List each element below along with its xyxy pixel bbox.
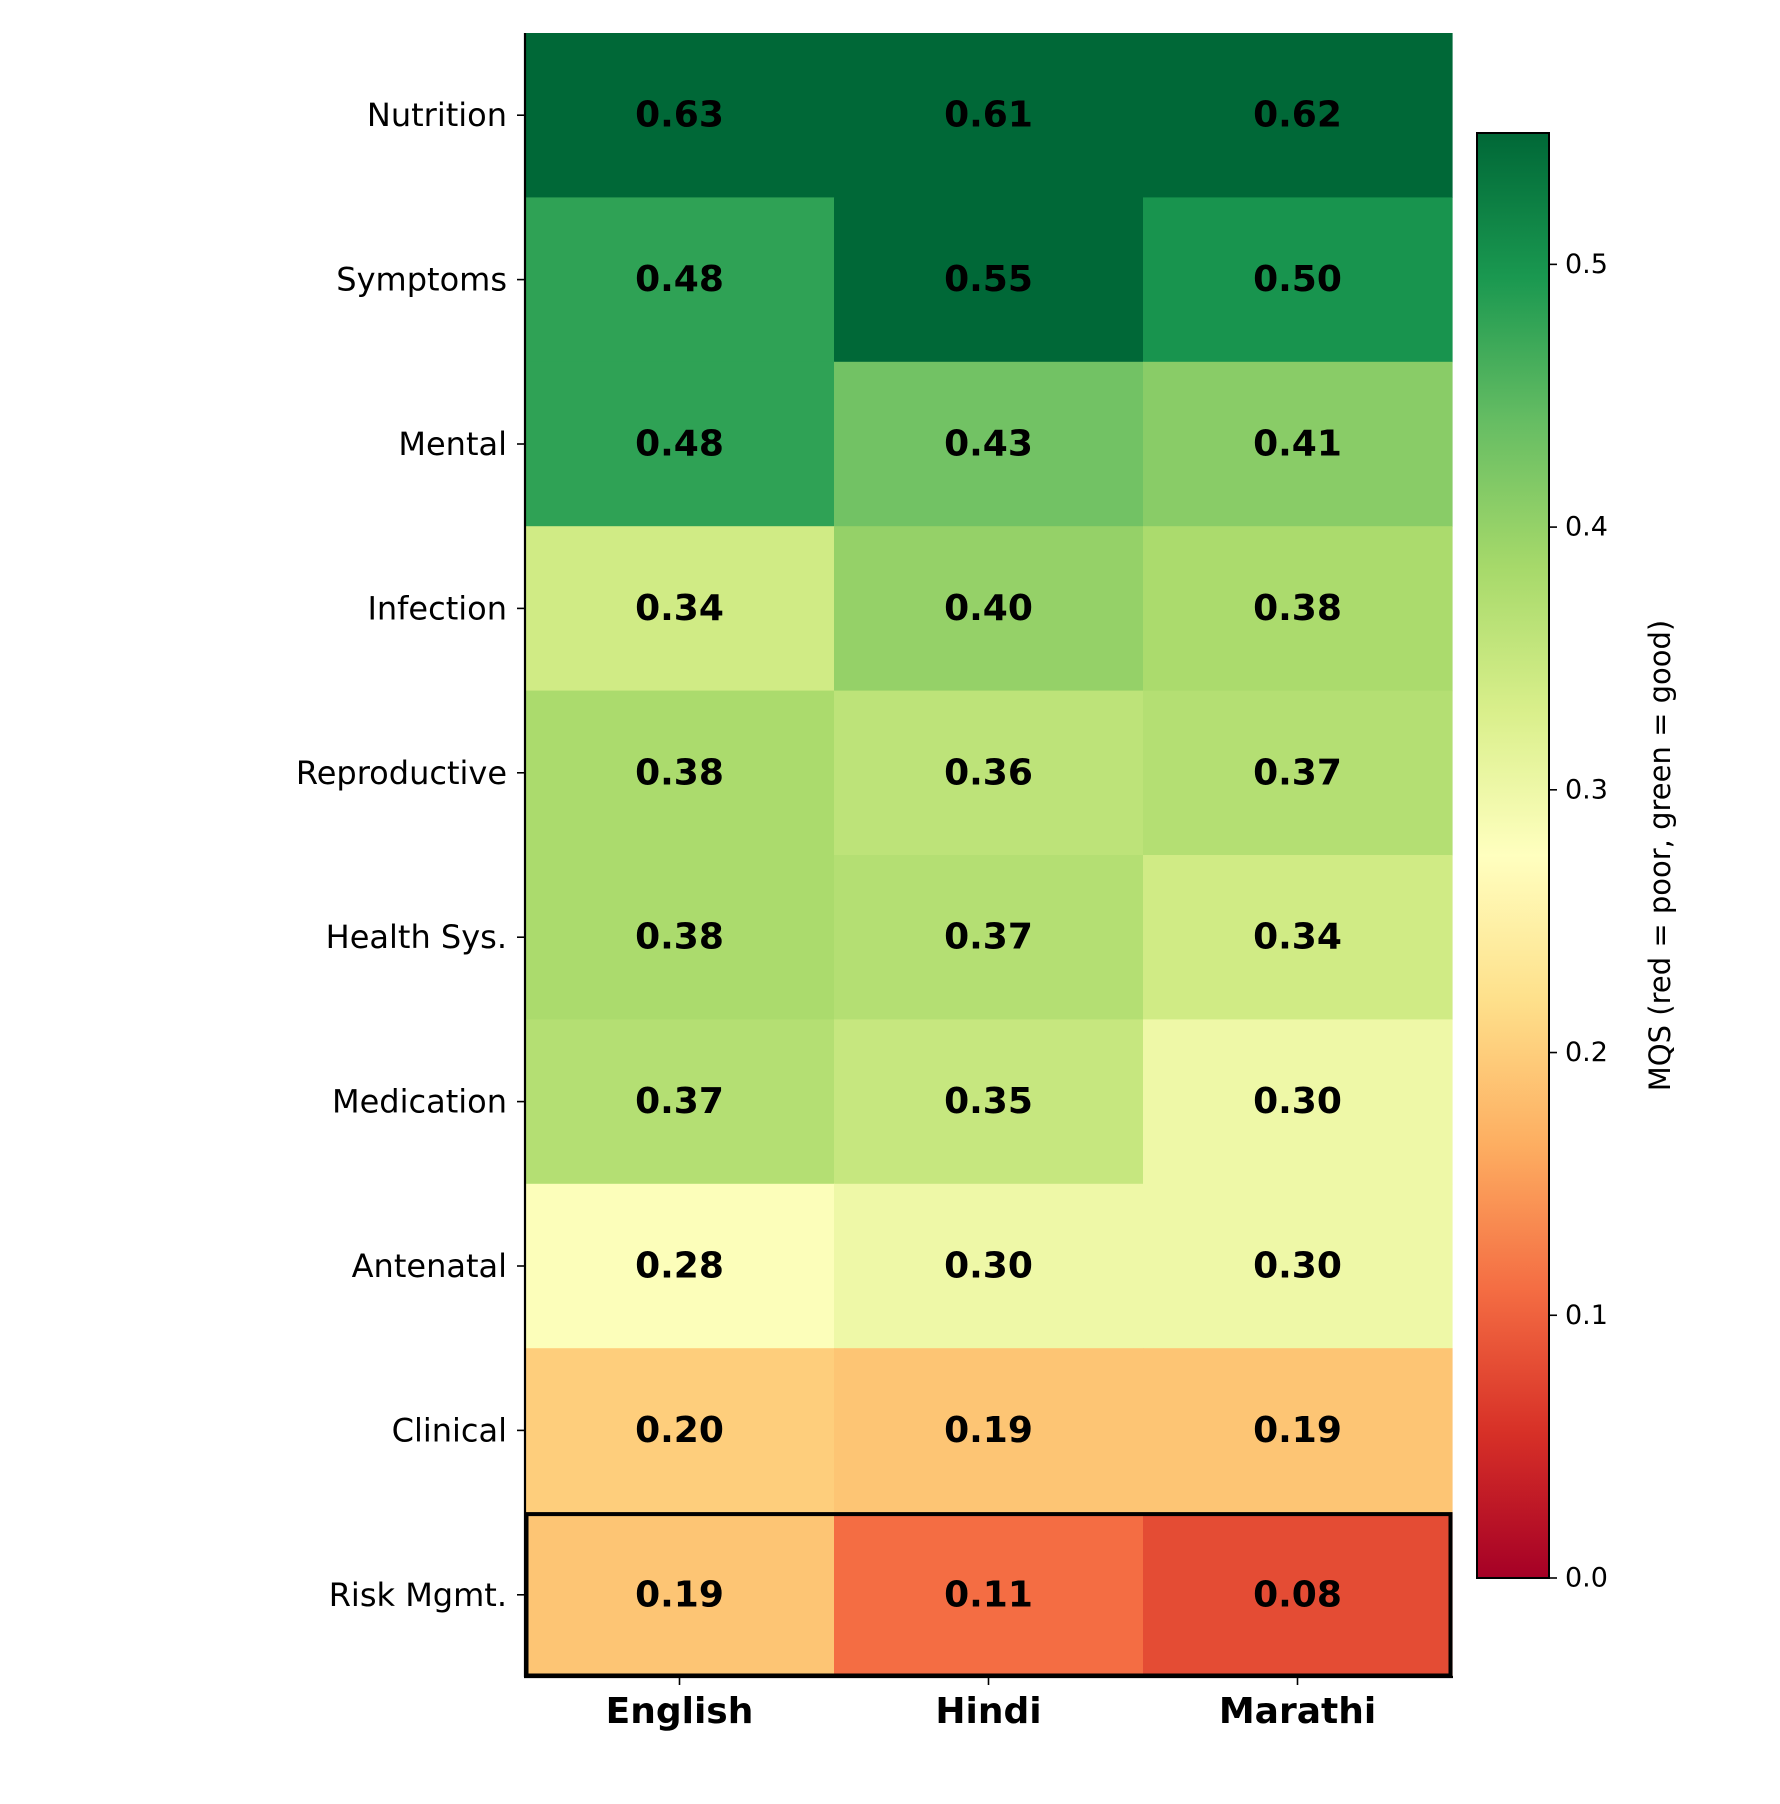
colorbar: 0.0 0.1 0.2 0.3 0.4 0.5 MQS (red = poor, green… xyxy=(1476,132,1677,1594)
cell-health-sys-english xyxy=(525,855,835,1020)
cell-risk-mgmt-hindi xyxy=(834,1512,1144,1678)
cell-value-nutrition-english: 0.63 xyxy=(635,95,724,136)
cell-value-medication-marathi: 0.30 xyxy=(1253,1081,1342,1122)
cell-reproductive-english xyxy=(525,690,835,856)
cell-value-nutrition-marathi: 0.62 xyxy=(1253,95,1342,136)
cell-value-infection-marathi: 0.38 xyxy=(1253,588,1342,629)
row-label-health-sys: Health Sys. xyxy=(326,918,507,956)
cell-clinical-english xyxy=(525,1348,835,1514)
cell-mental-marathi xyxy=(1143,361,1453,527)
row-label-infection: Infection xyxy=(367,589,507,627)
cell-infection-marathi xyxy=(1143,526,1453,692)
heatmap-cells xyxy=(525,33,1453,1678)
cell-medication-hindi xyxy=(834,1019,1144,1185)
cell-reproductive-hindi xyxy=(834,690,1144,856)
row-label-risk-mgmt: Risk Mgmt. xyxy=(329,1576,507,1614)
cell-nutrition-hindi xyxy=(834,33,1144,198)
cell-antenatal-marathi xyxy=(1143,1183,1453,1349)
row-label-reproductive: Reproductive xyxy=(296,754,507,792)
heatmap-cell-labels: 0.63 0.61 0.62 0.48 0.55 0.50 0.48 0.43 0.41 0.34… xyxy=(635,95,1342,1616)
cell-clinical-marathi xyxy=(1143,1348,1453,1514)
colorbar-gradient xyxy=(1476,132,1550,1579)
cell-value-clinical-marathi: 0.19 xyxy=(1253,1410,1342,1451)
column-labels: English Hindi Marathi xyxy=(606,1677,1376,1732)
cell-value-symptoms-english: 0.48 xyxy=(635,259,724,300)
row-label-medication: Medication xyxy=(332,1083,507,1121)
cell-value-health-sys-english: 0.38 xyxy=(635,917,724,958)
cell-value-symptoms-marathi: 0.50 xyxy=(1253,259,1342,300)
cell-reproductive-marathi xyxy=(1143,690,1453,856)
cell-nutrition-marathi xyxy=(1143,33,1453,198)
cell-value-infection-hindi: 0.40 xyxy=(944,588,1033,629)
row-label-symptoms: Symptoms xyxy=(336,261,507,299)
cell-risk-mgmt-english xyxy=(525,1512,835,1678)
cell-value-antenatal-marathi: 0.30 xyxy=(1253,1246,1342,1287)
cell-value-reproductive-hindi: 0.36 xyxy=(944,752,1033,793)
row-labels: Nutrition Symptoms Mental Infection Reproduc… xyxy=(296,96,525,1614)
cell-risk-mgmt-marathi xyxy=(1143,1512,1453,1678)
colorbar-tick-label-0-0: 0.0 xyxy=(1565,1563,1608,1594)
col-label-hindi: Hindi xyxy=(935,1691,1041,1732)
cell-value-nutrition-hindi: 0.61 xyxy=(944,95,1033,136)
col-label-marathi: Marathi xyxy=(1219,1691,1376,1732)
cell-clinical-hindi xyxy=(834,1348,1144,1514)
cell-health-sys-hindi xyxy=(834,855,1144,1020)
cell-value-symptoms-hindi: 0.55 xyxy=(944,259,1033,300)
cell-infection-hindi xyxy=(834,526,1144,692)
row-label-mental: Mental xyxy=(398,425,507,463)
cell-value-clinical-hindi: 0.19 xyxy=(944,1410,1033,1451)
colorbar-tick-label-0-4: 0.4 xyxy=(1565,512,1608,543)
cell-symptoms-marathi xyxy=(1143,197,1453,363)
cell-value-health-sys-marathi: 0.34 xyxy=(1253,917,1342,958)
highlight-box-risk-mgmt xyxy=(524,1512,1453,1678)
cell-health-sys-marathi xyxy=(1143,855,1453,1020)
col-label-english: English xyxy=(606,1691,754,1732)
cell-value-risk-mgmt-english: 0.19 xyxy=(635,1574,724,1615)
cell-value-antenatal-english: 0.28 xyxy=(635,1246,724,1287)
cell-value-clinical-english: 0.20 xyxy=(635,1410,724,1451)
cell-nutrition-english xyxy=(525,33,835,198)
colorbar-tick-label-0-5: 0.5 xyxy=(1565,249,1608,280)
cell-symptoms-english xyxy=(525,197,835,363)
colorbar-tick-label-0-1: 0.1 xyxy=(1565,1300,1608,1331)
cell-medication-english xyxy=(525,1019,835,1185)
cell-mental-hindi xyxy=(834,361,1144,527)
cell-symptoms-hindi xyxy=(834,197,1144,363)
row-label-nutrition: Nutrition xyxy=(367,96,507,134)
cell-value-mental-marathi: 0.41 xyxy=(1253,424,1342,465)
cell-value-antenatal-hindi: 0.30 xyxy=(944,1246,1033,1287)
cell-value-risk-mgmt-hindi: 0.11 xyxy=(944,1574,1033,1615)
cell-value-reproductive-marathi: 0.37 xyxy=(1253,752,1342,793)
cell-antenatal-hindi xyxy=(834,1183,1144,1349)
cell-value-medication-english: 0.37 xyxy=(635,1081,724,1122)
colorbar-tick-label-0-3: 0.3 xyxy=(1565,774,1608,805)
colorbar-title: MQS (red = poor, green = good) xyxy=(1643,620,1677,1091)
cell-infection-english xyxy=(525,526,835,692)
cell-value-medication-hindi: 0.35 xyxy=(944,1081,1033,1122)
cell-value-mental-english: 0.48 xyxy=(635,424,724,465)
cell-value-health-sys-hindi: 0.37 xyxy=(944,917,1033,958)
cell-mental-english xyxy=(525,361,835,527)
row-label-clinical: Clinical xyxy=(392,1411,507,1449)
cell-value-mental-hindi: 0.43 xyxy=(944,424,1033,465)
cell-value-risk-mgmt-marathi: 0.08 xyxy=(1253,1574,1342,1615)
cell-medication-marathi xyxy=(1143,1019,1453,1185)
colorbar-tick-label-0-2: 0.2 xyxy=(1565,1037,1608,1068)
cell-value-reproductive-english: 0.38 xyxy=(635,752,724,793)
cell-value-infection-english: 0.34 xyxy=(635,588,724,629)
row-label-antenatal: Antenatal xyxy=(352,1247,507,1285)
cell-antenatal-english xyxy=(525,1183,835,1349)
